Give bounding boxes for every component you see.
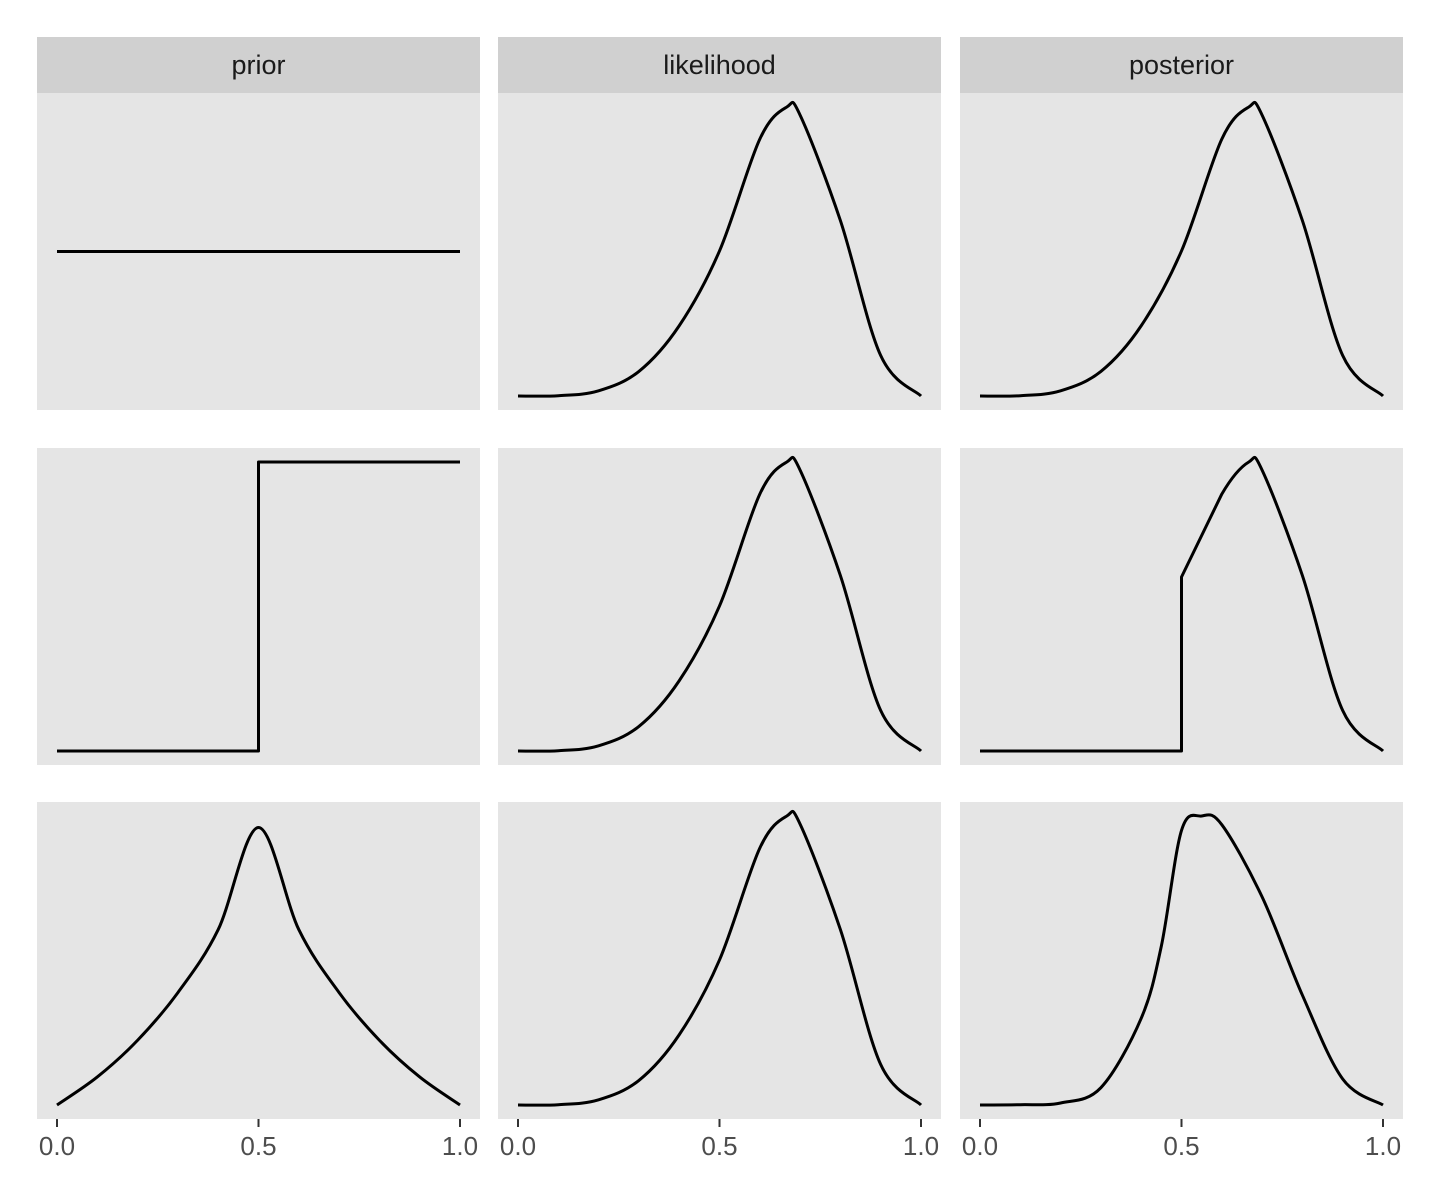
curve-r2-likelihood: [517, 455, 923, 753]
strip-label-posterior: posterior: [1129, 50, 1234, 80]
x-tick-label-likelihood-1: 0.5: [701, 1131, 737, 1161]
x-tick-label-prior-0: 0.0: [39, 1131, 75, 1161]
curve-r3-posterior: [979, 813, 1384, 1107]
strip-likelihood: [498, 37, 941, 93]
strip-posterior: [960, 37, 1403, 93]
x-tick-label-prior-1: 0.5: [240, 1131, 276, 1161]
x-tick-label-likelihood-2: 1.0: [903, 1131, 939, 1161]
strip-label-likelihood: likelihood: [663, 50, 776, 80]
strip-label-prior: prior: [231, 50, 285, 80]
curve-r3-prior: [56, 826, 461, 1107]
curve-r2-posterior: [980, 455, 1385, 753]
curve-r1-posterior: [979, 100, 1385, 398]
x-tick-label-posterior-2: 1.0: [1365, 1131, 1401, 1161]
x-tick-label-likelihood-0: 0.0: [500, 1131, 536, 1161]
curve-r1-likelihood: [517, 100, 923, 398]
x-tick-label-posterior-1: 0.5: [1163, 1131, 1199, 1161]
x-tick-label-prior-2: 1.0: [442, 1131, 478, 1161]
strip-prior: [37, 37, 480, 93]
panel-bg-r3-posterior: [960, 802, 1403, 1119]
curve-r2-prior: [57, 460, 460, 753]
curve-r3-likelihood: [517, 809, 923, 1107]
x-tick-label-posterior-0: 0.0: [962, 1131, 998, 1161]
